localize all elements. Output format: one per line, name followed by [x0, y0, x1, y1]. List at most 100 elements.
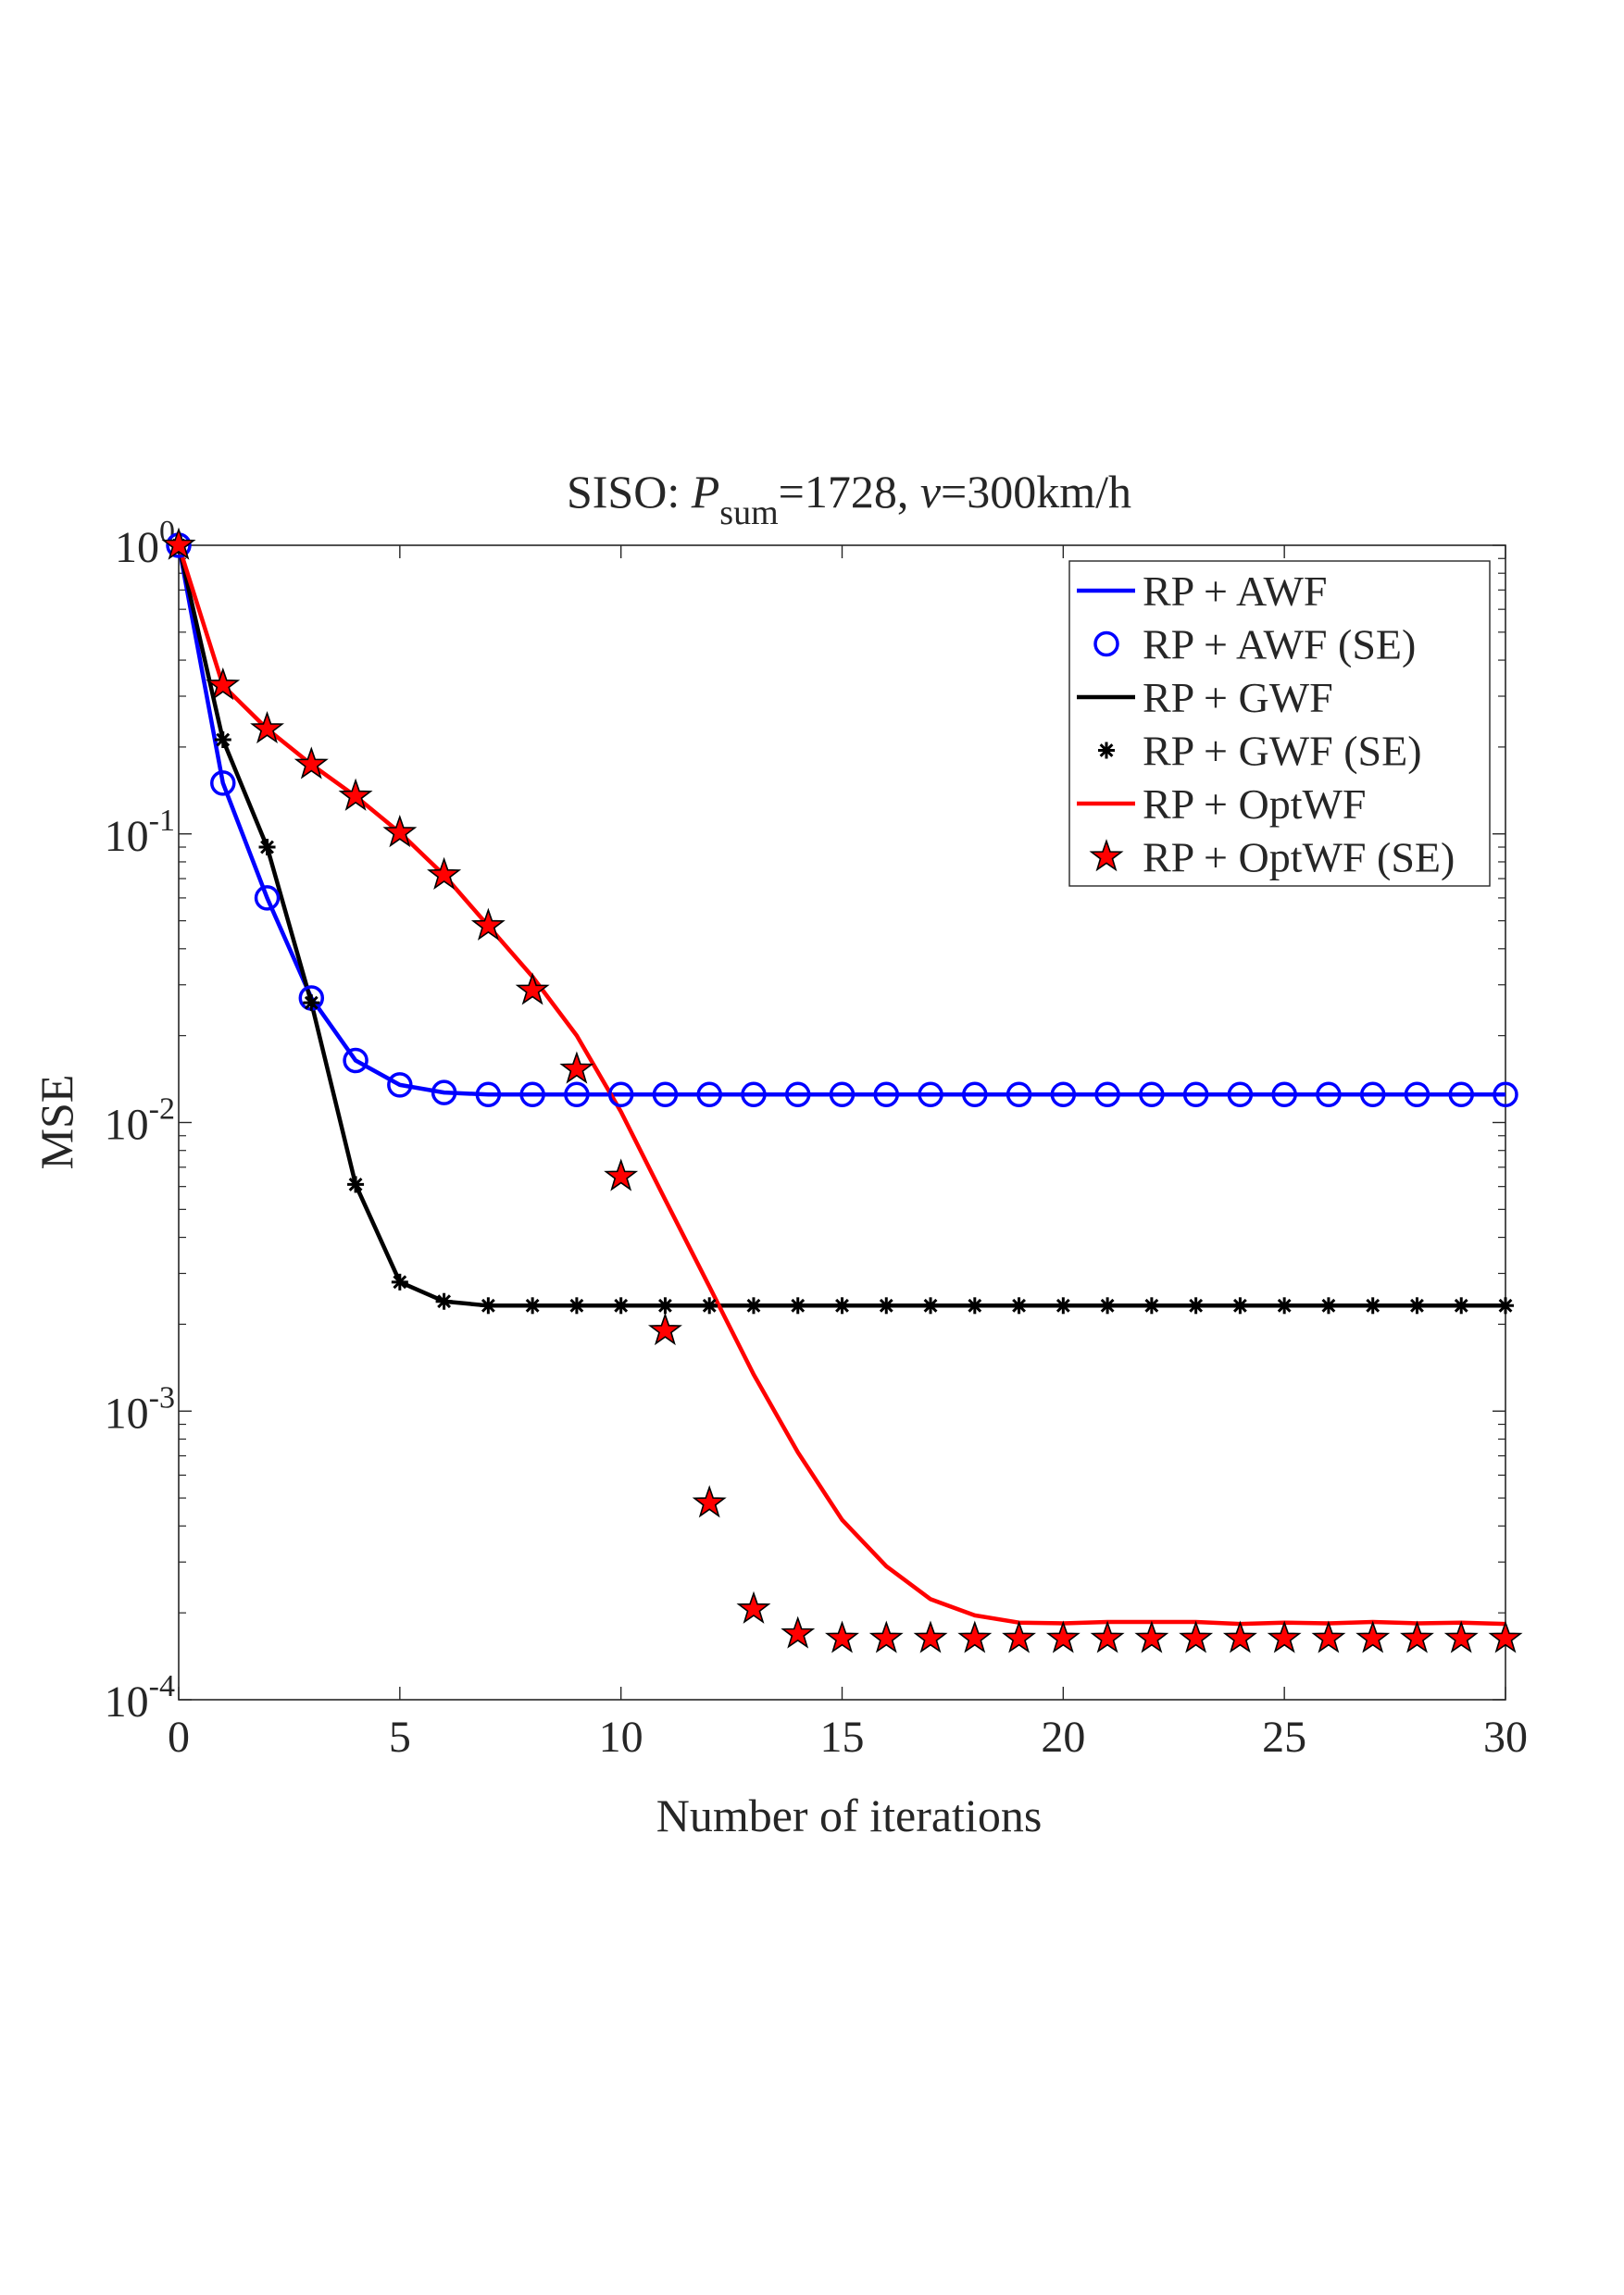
asterisk-marker	[1364, 1297, 1381, 1315]
circle-marker	[784, 1081, 811, 1108]
circle-marker	[696, 1081, 722, 1108]
star-marker	[647, 1312, 682, 1346]
circle-marker	[254, 885, 281, 911]
circle-marker	[829, 1081, 856, 1108]
legend-label: RP + AWF (SE)	[1143, 621, 1416, 668]
y-axis-label: MSE	[31, 1075, 82, 1170]
legend-label: RP + AWF	[1143, 568, 1328, 615]
circle-marker	[519, 1081, 545, 1108]
asterisk-marker	[1319, 1297, 1337, 1315]
circle-marker	[873, 1081, 900, 1108]
y-tick-label: 10-1	[105, 804, 175, 861]
x-tick-label: 5	[389, 1713, 411, 1762]
x-tick-label: 0	[168, 1713, 190, 1762]
star-marker	[206, 667, 241, 701]
asterisk-marker	[1010, 1297, 1028, 1315]
asterisk-marker	[1098, 742, 1115, 759]
circle-marker	[1006, 1081, 1032, 1108]
chart-title: SISO: Psum=1728, v=300km/h	[567, 466, 1131, 532]
asterisk-marker	[922, 1297, 940, 1315]
circle-marker	[1271, 1081, 1297, 1108]
asterisk-marker	[1055, 1297, 1072, 1315]
asterisk-marker	[612, 1297, 630, 1315]
y-tick-label: 10-3	[105, 1380, 175, 1438]
circle-marker	[475, 1081, 502, 1108]
asterisk-marker	[744, 1297, 762, 1315]
asterisk-marker	[1187, 1297, 1205, 1315]
circle-marker	[1050, 1081, 1077, 1108]
star-marker	[604, 1158, 639, 1191]
asterisk-marker	[1099, 1297, 1117, 1315]
star-marker	[382, 814, 418, 848]
circle-marker	[564, 1081, 590, 1108]
asterisk-marker	[789, 1297, 806, 1315]
star-marker	[161, 527, 196, 560]
legend-label: RP + OptWF (SE)	[1143, 834, 1455, 881]
circle-marker	[607, 1081, 634, 1108]
star-marker	[427, 856, 462, 890]
asterisk-marker	[214, 731, 231, 749]
circle-marker	[1493, 1081, 1518, 1108]
asterisk-marker	[878, 1297, 895, 1315]
circle-marker	[387, 1072, 413, 1098]
y-tick-label: 10-2	[105, 1092, 175, 1150]
star-marker	[692, 1485, 727, 1518]
circle-marker	[1404, 1081, 1430, 1108]
legend-box	[1068, 560, 1491, 887]
circle-marker	[741, 1081, 767, 1108]
circle-marker	[1316, 1081, 1342, 1108]
star-marker	[559, 1051, 594, 1084]
asterisk-marker	[1276, 1297, 1293, 1315]
star-marker	[1045, 1620, 1081, 1653]
asterisk-marker	[1497, 1297, 1514, 1315]
x-axis-label: Number of iterations	[656, 1790, 1043, 1841]
star-marker	[913, 1620, 948, 1653]
circle-marker	[1227, 1081, 1254, 1108]
asterisk-marker	[258, 839, 276, 856]
asterisk-marker	[1231, 1297, 1249, 1315]
star-marker	[338, 778, 373, 811]
star-marker	[515, 972, 550, 1005]
y-tick-label: 100	[115, 515, 175, 572]
star-marker	[1355, 1620, 1391, 1653]
asterisk-marker	[303, 994, 320, 1012]
asterisk-marker	[524, 1297, 542, 1315]
asterisk-marker	[1408, 1297, 1426, 1315]
x-tick-label: 30	[1483, 1713, 1528, 1762]
y-tick-label: 10-4	[105, 1669, 175, 1727]
star-marker	[470, 907, 506, 941]
star-marker	[250, 710, 285, 744]
star-marker	[1443, 1620, 1479, 1653]
circle-marker	[1359, 1081, 1386, 1108]
star-marker	[294, 746, 329, 780]
asterisk-marker	[656, 1297, 674, 1315]
star-marker	[1222, 1620, 1257, 1653]
x-tick-label: 15	[820, 1713, 865, 1762]
asterisk-marker	[435, 1292, 453, 1310]
asterisk-marker	[1143, 1297, 1160, 1315]
star-marker	[1179, 1620, 1214, 1653]
circle-marker	[343, 1047, 369, 1074]
star-marker	[868, 1620, 904, 1653]
asterisk-marker	[391, 1273, 408, 1291]
series-markers-5	[161, 527, 1523, 1653]
star-marker	[1311, 1620, 1346, 1653]
circle-marker	[652, 1081, 679, 1108]
star-marker	[1089, 839, 1124, 872]
circle-marker	[962, 1081, 988, 1108]
circle-marker	[1448, 1081, 1474, 1108]
circle-marker	[210, 770, 236, 796]
asterisk-marker	[568, 1297, 585, 1315]
star-marker	[957, 1620, 993, 1653]
star-marker	[825, 1620, 859, 1653]
star-marker	[1002, 1620, 1036, 1653]
legend-label: RP + GWF (SE)	[1143, 728, 1422, 775]
asterisk-marker	[701, 1297, 718, 1315]
circle-marker	[1093, 630, 1119, 657]
circle-marker	[918, 1081, 943, 1108]
star-marker	[736, 1590, 771, 1624]
series-line-0	[176, 544, 1505, 1097]
series-markers-1	[166, 532, 1518, 1108]
star-marker	[781, 1615, 816, 1649]
